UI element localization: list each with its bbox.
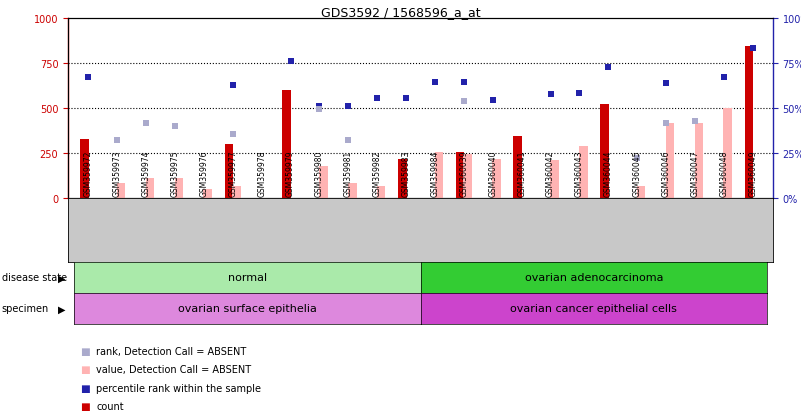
Bar: [637, 187, 646, 198]
Point: [457, 99, 470, 105]
Point: [313, 107, 326, 114]
Text: ■: ■: [80, 365, 90, 375]
Bar: [723, 109, 732, 198]
Bar: [80, 140, 89, 198]
Point: [573, 91, 586, 97]
Text: ovarian surface epithelia: ovarian surface epithelia: [178, 304, 316, 314]
Point: [660, 81, 673, 88]
Text: percentile rank within the sample: percentile rank within the sample: [96, 383, 261, 393]
Bar: [146, 178, 155, 198]
Point: [227, 83, 239, 89]
Bar: [666, 123, 674, 198]
Text: ovarian cancer epithelial cells: ovarian cancer epithelial cells: [510, 304, 678, 314]
Bar: [224, 145, 233, 198]
Bar: [513, 137, 522, 198]
Text: ■: ■: [80, 401, 90, 411]
Bar: [493, 159, 501, 198]
Bar: [744, 47, 753, 198]
Text: rank, Detection Call = ABSENT: rank, Detection Call = ABSENT: [96, 347, 247, 356]
Point: [747, 46, 759, 52]
Point: [313, 103, 326, 110]
Point: [630, 155, 643, 162]
Point: [342, 138, 355, 144]
Point: [718, 75, 731, 81]
Text: ovarian adenocarcinoma: ovarian adenocarcinoma: [525, 273, 663, 283]
Point: [111, 138, 123, 144]
Text: GDS3592 / 1568596_a_at: GDS3592 / 1568596_a_at: [320, 6, 481, 19]
Bar: [232, 187, 241, 198]
Bar: [319, 167, 328, 198]
Text: ▶: ▶: [58, 304, 65, 314]
Text: disease state: disease state: [2, 273, 66, 283]
Point: [400, 95, 413, 102]
Bar: [376, 187, 385, 198]
Text: ■: ■: [80, 347, 90, 356]
Point: [82, 75, 95, 81]
Point: [168, 123, 181, 130]
Point: [544, 92, 557, 98]
Text: specimen: specimen: [2, 304, 49, 314]
Text: ■: ■: [80, 383, 90, 393]
Text: count: count: [96, 401, 123, 411]
Text: normal: normal: [227, 273, 267, 283]
Bar: [600, 105, 609, 198]
Bar: [579, 147, 588, 198]
Bar: [348, 184, 356, 198]
Text: value, Detection Call = ABSENT: value, Detection Call = ABSENT: [96, 365, 252, 375]
Point: [689, 119, 702, 125]
Point: [371, 95, 384, 102]
Point: [660, 120, 673, 127]
Point: [429, 79, 441, 85]
Bar: [282, 90, 291, 198]
Bar: [117, 184, 126, 198]
Text: ▶: ▶: [58, 273, 65, 283]
Point: [139, 120, 152, 127]
Point: [602, 65, 614, 71]
Point: [486, 98, 499, 104]
Bar: [175, 178, 183, 198]
Point: [457, 79, 470, 85]
Bar: [464, 155, 472, 198]
Bar: [694, 123, 703, 198]
Point: [284, 58, 297, 65]
Bar: [398, 159, 407, 198]
Bar: [434, 152, 443, 198]
Point: [227, 131, 239, 138]
Bar: [456, 152, 465, 198]
Point: [342, 103, 355, 110]
Bar: [203, 189, 212, 198]
Bar: [550, 161, 559, 198]
